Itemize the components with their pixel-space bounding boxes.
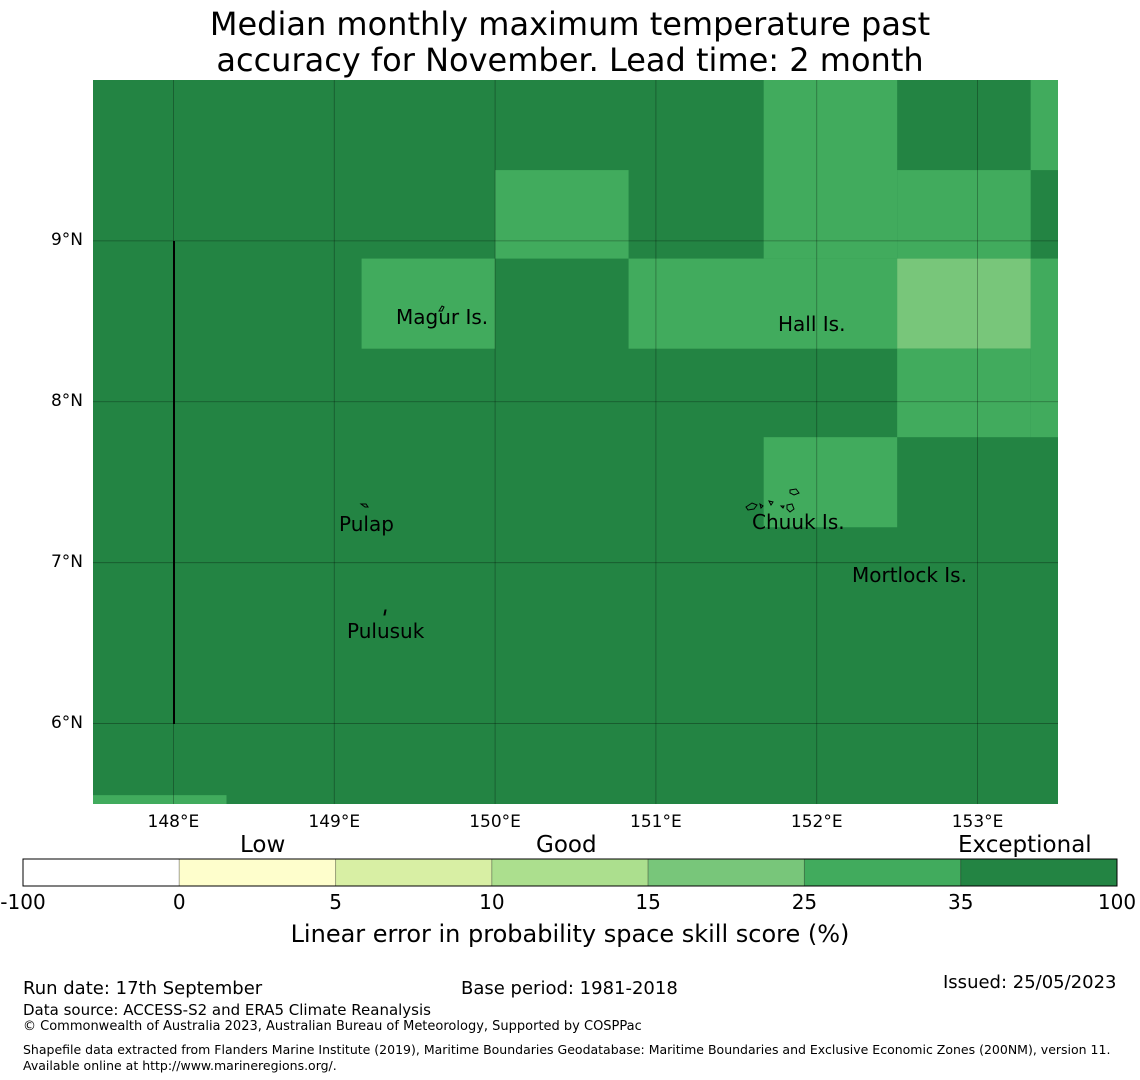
colorbar-segment-2 [335,858,493,887]
pulusuk-outline [383,609,387,616]
skill-cell-9 [763,437,898,528]
copyright: © Commonwealth of Australia 2023, Austra… [23,1019,642,1034]
lat-tick-label: 6°N [50,712,83,733]
colorbar-tick-label: 100 [1097,890,1137,914]
colorbar [22,858,1118,887]
colorbar-segment-4 [647,858,805,887]
skill-cell-6 [1030,258,1058,438]
skill-grid [93,80,1058,804]
place-label-pulusuk: Pulusuk [347,619,425,643]
skill-cell-10 [93,795,227,804]
category-label-low: Low [240,832,286,858]
colorbar-title: Linear error in probability space skill … [290,920,850,948]
colorbar-tick-label: 0 [172,890,186,914]
issued-date: Issued: 25/05/2023 [943,972,1117,993]
lat-tick-label: 7°N [50,551,83,572]
chart-title: Median monthly maximum temperature past … [0,6,1140,78]
lon-tick-label: 152°E [790,812,843,832]
skill-cell-4 [897,170,1031,259]
colorbar-segment-0 [22,858,180,887]
colorbar-tick-label: 5 [329,890,342,914]
skill-cell-3 [763,80,898,259]
place-label-chuuk: Chuuk Is. [752,510,845,534]
base-period: Base period: 1981-2018 [461,978,678,999]
colorbar-frame [22,858,1118,887]
place-label-pulap: Pulap [339,512,394,536]
pulap-outline [359,503,369,508]
skill-cell-1 [495,170,629,259]
title-line-1: Median monthly maximum temperature past [209,5,931,43]
colorbar-segment-3 [491,858,649,887]
lon-tick-label: 151°E [630,812,682,832]
category-label-good: Good [536,832,597,858]
colorbar-tick-label: 10 [479,890,505,914]
colorbar-tick-label: 15 [635,890,661,914]
lon-tick-label: 150°E [469,812,521,832]
shapefile-credit: Shapefile data extracted from Flanders M… [23,1042,1111,1073]
lon-tick-label: 149°E [308,812,361,832]
skill-cell-2 [628,258,898,349]
title-line-2: accuracy for November. Lead time: 2 mont… [216,41,924,79]
run-date: Run date: 17th September [23,978,263,999]
colorbar-tick-label: -100 [0,890,46,914]
magur-outline [438,305,445,312]
colorbar-segment-6 [960,858,1118,887]
chuuk-outline [745,488,800,513]
colorbar-segment-1 [178,858,337,887]
lat-tick-label: 8°N [50,390,83,411]
skill-cell-0 [361,258,496,349]
place-label-hall: Hall Is. [778,312,846,336]
island-outlines [359,305,800,616]
category-label-exceptional: Exceptional [958,832,1092,858]
lon-tick-label: 153°E [951,812,1004,832]
colorbar-tick-label: 35 [947,890,974,914]
lat-tick-label: 9°N [50,229,83,250]
skill-cell-8 [897,348,1031,438]
colorbar-tick-label: 25 [791,890,818,914]
skill-cell-7 [897,258,1031,349]
place-label-mortlock: Mortlock Is. [852,563,967,587]
lon-tick-label: 148°E [147,812,200,832]
place-label-magur: Magur Is. [396,305,489,329]
skill-cell-5 [1030,80,1058,171]
data-source: Data source: ACCESS-S2 and ERA5 Climate … [23,1001,431,1019]
colorbar-segment-5 [803,858,962,887]
